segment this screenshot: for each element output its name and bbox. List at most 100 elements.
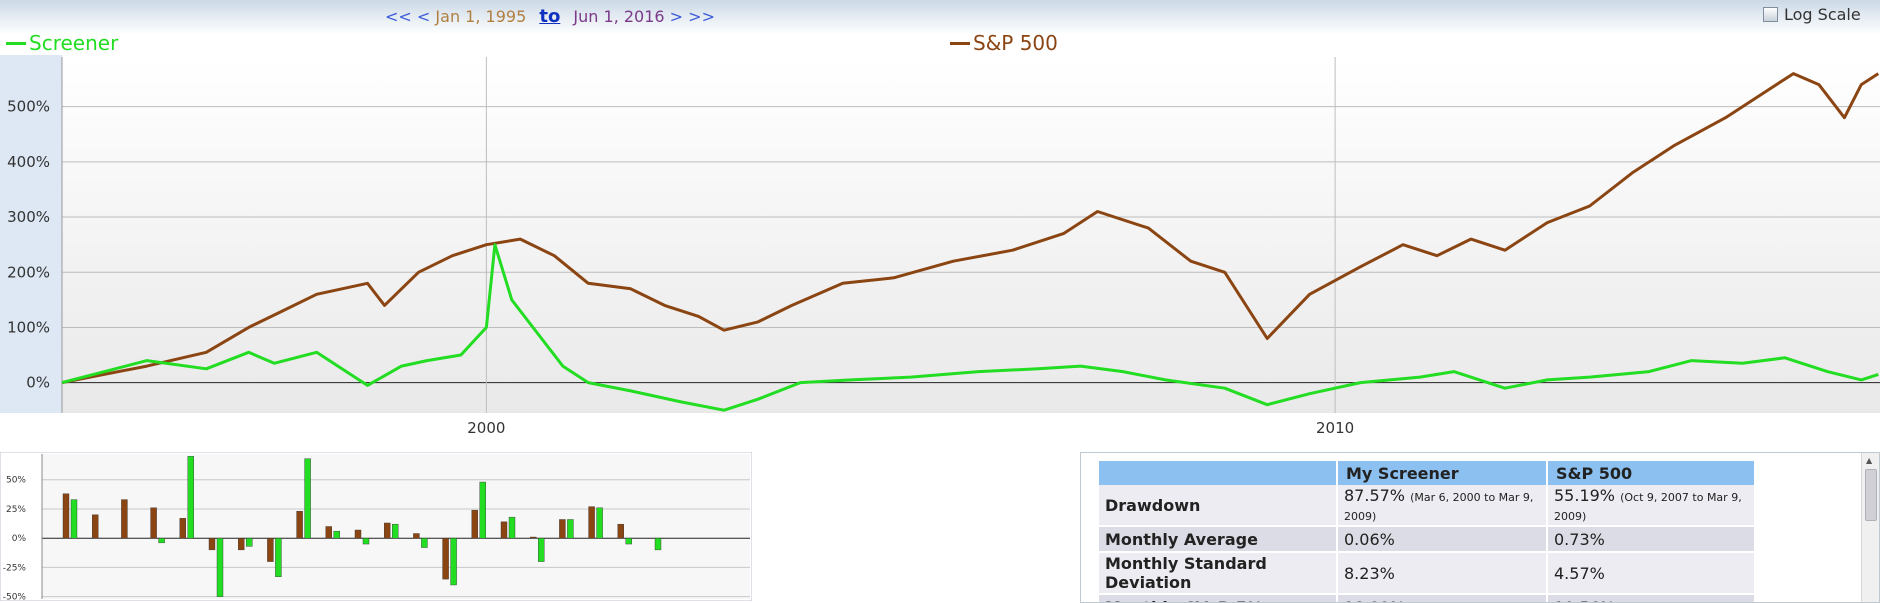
bar-screener: [245, 537, 253, 547]
series-line-sp500: [61, 72, 1880, 385]
bar-sp500: [471, 509, 478, 539]
stats-table: My Screener S&P 500 Drawdown 87.57% (Mar…: [1099, 461, 1756, 602]
bar-screener: [158, 537, 165, 544]
stats-value-sp500: 0.73%: [1547, 526, 1756, 553]
scroll-up-icon[interactable]: ▲: [1866, 456, 1873, 465]
x-tick-label: 2010: [1316, 419, 1354, 437]
nav-first-button[interactable]: <<: [385, 7, 412, 26]
bar-screener: [508, 516, 516, 539]
legend-sp500[interactable]: S&P 500: [950, 31, 1058, 55]
stats-header-row: My Screener S&P 500: [1099, 461, 1756, 485]
bar-screener: [538, 537, 545, 562]
bar-screener: [304, 458, 311, 539]
stats-header-screener: My Screener: [1337, 461, 1548, 485]
series-line-screener: [61, 243, 1879, 412]
bar-sp500: [179, 518, 187, 539]
bar-sp500: [354, 529, 362, 539]
stats-row-drawdown: Drawdown 87.57% (Mar 6, 2000 to Mar 9, 2…: [1099, 485, 1756, 527]
stats-header-blank: [1099, 461, 1338, 485]
bar-sp500: [500, 521, 508, 539]
stats-value-sp500: 10.56%: [1547, 594, 1756, 602]
log-scale-checkbox[interactable]: [1763, 7, 1778, 22]
bar-screener: [421, 537, 428, 548]
start-date[interactable]: Jan 1, 1995: [435, 7, 527, 26]
stats-value-screener: 8.23%: [1337, 552, 1548, 595]
bar-sp500: [413, 533, 420, 539]
bar-sp500: [296, 511, 303, 539]
bar-screener: [596, 507, 603, 539]
bar-screener: [654, 537, 662, 551]
mini-y-tick-label: 25%: [6, 505, 26, 515]
legend-screener-swatch: [6, 41, 26, 45]
y-tick-label: 100%: [7, 318, 50, 336]
bar-sp500: [150, 507, 157, 539]
bar-screener: [333, 530, 340, 539]
legend-screener-label: Screener: [29, 31, 119, 55]
stats-label: Drawdown: [1099, 485, 1338, 527]
stats-value-screener: 87.57% (Mar 6, 2000 to Mar 9, 2009): [1337, 485, 1548, 527]
to-link[interactable]: to: [539, 6, 561, 27]
bar-sp500: [208, 537, 216, 551]
stats-value-sp500: 4.57%: [1547, 552, 1756, 595]
mini-y-tick-label: 0%: [12, 534, 27, 544]
stats-value-screener: 0.06%: [1337, 526, 1548, 553]
performance-line-chart: 0% 100% 200% 300% 400% 500% 2000 2010: [0, 55, 1880, 437]
stats-value-screener: 18.99%: [1337, 594, 1548, 602]
mini-y-tick-label: -25%: [3, 563, 27, 573]
y-tick-label: 200%: [7, 263, 50, 281]
nav-next-button[interactable]: >: [669, 7, 684, 26]
bar-screener: [187, 456, 195, 539]
log-scale-label: Log Scale: [1784, 5, 1861, 24]
bar-sp500: [325, 526, 332, 539]
y-tick-label: 400%: [7, 153, 50, 171]
y-tick-label: 500%: [7, 98, 50, 116]
bar-screener: [216, 537, 224, 597]
stats-row-monthly-std: Monthly Standard Deviation 8.23% 4.57%: [1099, 552, 1756, 595]
monthly-returns-bar-chart: 50% 25% 0% -25% -50%: [0, 452, 752, 601]
bar-sp500: [62, 493, 70, 539]
date-range-selector: << < Jan 1, 1995 to Jun 1, 2016 > >>: [0, 6, 1100, 27]
bar-sp500: [384, 522, 391, 539]
bar-sp500: [237, 537, 245, 551]
y-tick-label: 300%: [7, 208, 50, 226]
stats-label: Monthly CVaR 5%: [1099, 594, 1338, 602]
bar-screener: [392, 523, 399, 539]
drawdown-period-sp500: (Oct 9, 2007 to Mar 9, 2009): [1554, 491, 1742, 523]
bar-sp500: [442, 537, 449, 580]
bar-sp500: [121, 499, 128, 539]
bar-screener: [70, 499, 78, 539]
stats-row-monthly-average: Monthly Average 0.06% 0.73%: [1099, 526, 1756, 553]
bar-screener: [567, 519, 574, 539]
legend-sp500-swatch: [950, 41, 970, 45]
bar-sp500: [267, 537, 274, 562]
y-tick-label: 0%: [26, 374, 50, 392]
end-date[interactable]: Jun 1, 2016: [573, 7, 665, 26]
stats-value-sp500: 55.19% (Oct 9, 2007 to Mar 9, 2009): [1547, 485, 1756, 527]
stats-label: Monthly Standard Deviation: [1099, 552, 1338, 595]
bar-sp500: [617, 523, 624, 539]
x-tick-label: 2000: [467, 419, 505, 437]
log-scale-toggle[interactable]: Log Scale: [1763, 5, 1861, 24]
nav-last-button[interactable]: >>: [688, 7, 715, 26]
bar-screener: [275, 537, 282, 577]
bar-sp500: [530, 536, 537, 539]
scrollbar-thumb[interactable]: [1865, 469, 1877, 521]
legend-screener[interactable]: Screener: [6, 31, 118, 55]
stats-label: Monthly Average: [1099, 526, 1338, 553]
drawdown-period-screener: (Mar 6, 2000 to Mar 9, 2009): [1344, 491, 1534, 523]
stats-scrollbar[interactable]: ▲: [1861, 453, 1879, 602]
top-bar: [0, 0, 1880, 58]
bar-sp500: [559, 519, 566, 539]
mini-y-tick-label: -50%: [3, 593, 27, 601]
bar-screener: [479, 481, 486, 539]
nav-prev-button[interactable]: <: [416, 7, 431, 26]
stats-header-sp500: S&P 500: [1547, 461, 1756, 485]
stats-row-cvar: Monthly CVaR 5% 18.99% 10.56%: [1099, 594, 1756, 602]
stats-panel: My Screener S&P 500 Drawdown 87.57% (Mar…: [1080, 452, 1880, 603]
plot-area: [62, 57, 1880, 413]
bar-sp500: [91, 514, 99, 539]
bar-screener: [362, 537, 370, 545]
mini-y-tick-label: 50%: [6, 476, 26, 486]
legend-sp500-label: S&P 500: [973, 31, 1058, 55]
bar-sp500: [588, 506, 595, 539]
